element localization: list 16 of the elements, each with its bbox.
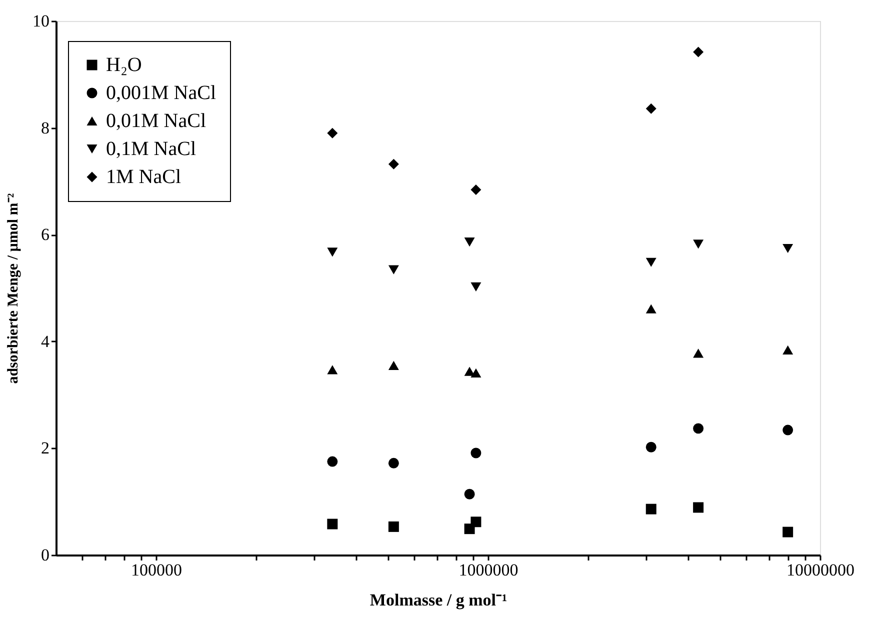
y-tick-label: 10 — [32, 12, 50, 30]
y-axis-title: adsorbierte Menge / µmol m⁻² — [6, 192, 22, 384]
x-tick-label: 10000000 — [786, 560, 854, 580]
y-tick-label: 0 — [41, 546, 50, 564]
legend-label: H₂O — [106, 54, 142, 76]
legend-label: 0,1M NaCl — [106, 138, 196, 160]
legend-label: 0,01M NaCl — [106, 110, 206, 132]
x-tick-label: 1000000 — [458, 560, 518, 580]
legend-label: 0,001M NaCl — [106, 82, 216, 104]
x-axis-title: Molmasse / g mol⁻¹ — [370, 590, 508, 610]
y-tick-label: 4 — [41, 332, 50, 351]
y-tick-label: 6 — [41, 225, 50, 244]
x-tick-label: 100000 — [130, 560, 182, 580]
legend-label: 1M NaCl — [106, 166, 182, 188]
y-tick-label: 2 — [41, 438, 50, 458]
y-tick-label: 8 — [41, 118, 50, 138]
